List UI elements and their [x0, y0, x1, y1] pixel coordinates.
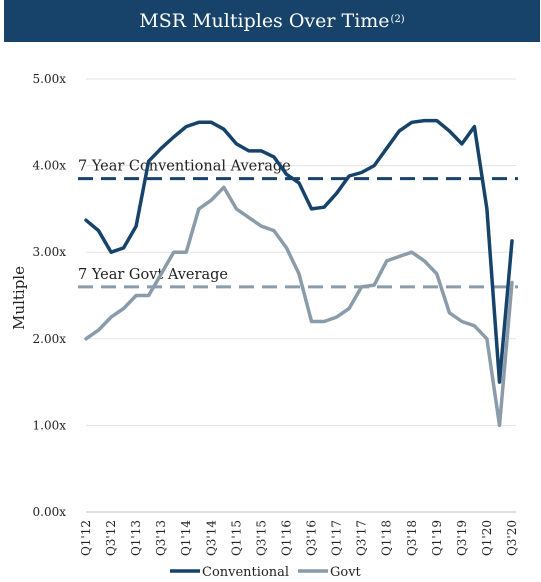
gridlines: [86, 78, 516, 513]
x-tick-label: Q1'17: [330, 520, 344, 556]
x-tick-label: Q1'13: [129, 520, 143, 556]
y-tick-label: 2.00x: [33, 332, 67, 346]
series-line-conventional: [84, 118, 514, 384]
x-tick-label: Q3'15: [254, 520, 268, 556]
x-tick-label: Q1'19: [430, 520, 444, 556]
y-axis-label: Multiple: [10, 266, 28, 330]
x-tick-label: Q3'20: [505, 520, 519, 556]
x-tick-label: Q1'18: [380, 520, 394, 556]
x-tick-label: Q3'18: [405, 520, 419, 556]
y-tick-label: 5.00x: [33, 72, 67, 86]
legend: Conventional Govt: [170, 565, 362, 580]
series-lines: [84, 118, 514, 428]
y-tick-label: 3.00x: [33, 245, 67, 259]
x-tick-label: Q1'15: [229, 520, 243, 556]
x-tick-label: Q3'19: [455, 520, 469, 556]
x-axis-ticks: Q1'12 Q3'12 Q1'13 Q3'13 Q1'14 Q3'14 Q1'15 Q3'15…: [79, 520, 519, 556]
x-tick-label: Q3'16: [305, 520, 319, 556]
series-line-govt: [84, 185, 514, 428]
x-tick-label: Q1'20: [480, 520, 494, 556]
x-tick-label: Q1'14: [179, 520, 193, 556]
conventional-average-label: 7 Year Conventional Average: [78, 159, 291, 175]
legend-label-govt: Govt: [330, 565, 362, 580]
x-tick-label: Q1'12: [79, 520, 93, 556]
x-tick-label: Q3'17: [355, 520, 369, 556]
legend-label-conventional: Conventional: [202, 565, 289, 580]
x-tick-label: Q3'12: [104, 520, 118, 556]
x-tick-label: Q1'16: [279, 520, 293, 556]
x-tick-label: Q3'13: [154, 520, 168, 556]
y-axis-ticks: 0.00x 1.00x 2.00x 3.00x 4.00x 5.00x: [33, 72, 67, 519]
y-tick-label: 1.00x: [33, 418, 67, 432]
chart-title-bar: MSR Multiples Over Time (2): [4, 0, 540, 42]
x-tick-label: Q3'14: [204, 520, 218, 556]
chart-title: MSR Multiples Over Time: [139, 10, 390, 32]
y-tick-label: 4.00x: [33, 159, 67, 173]
reference-lines: 7 Year Conventional Average 7 Year Govt A…: [78, 159, 518, 289]
govt-average-label: 7 Year Govt Average: [78, 267, 228, 283]
y-tick-label: 0.00x: [33, 505, 67, 519]
title-footnote: (2): [390, 13, 405, 25]
